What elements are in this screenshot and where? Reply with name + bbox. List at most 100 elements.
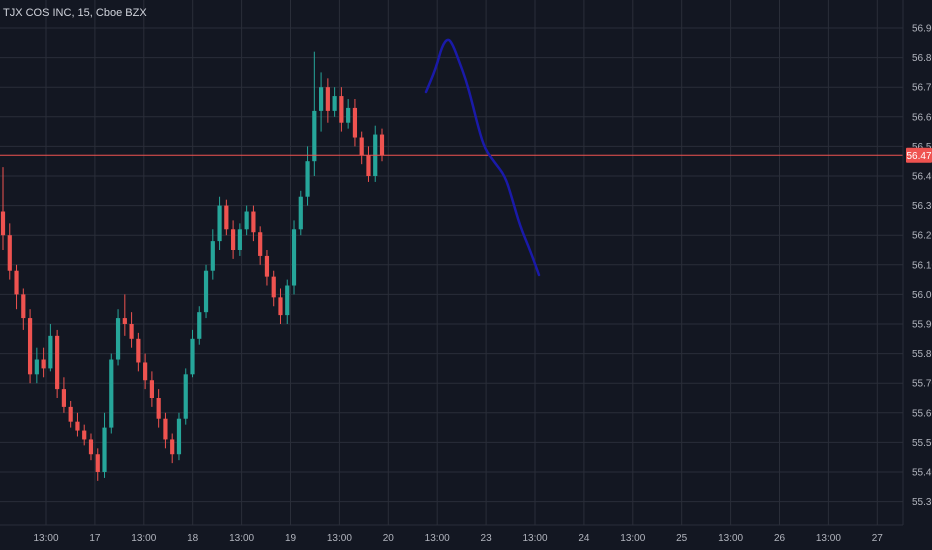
candle-body	[7, 235, 12, 271]
price-axis[interactable]: 56.90 56.80 56.70 56.60 56.50 56.40 56.30 56.20…	[912, 24, 932, 509]
last-price-tag: 56.47	[906, 147, 932, 163]
candle-body	[359, 137, 364, 156]
candle-body	[366, 155, 371, 176]
y-tick-label: 56.30	[912, 201, 932, 212]
candle-body	[332, 96, 337, 111]
candle-body	[68, 406, 73, 422]
time-axis[interactable]: 13:00 17 13:00 18 13:00 19 13:00 20 13:00 23 13:00…	[33, 533, 883, 544]
candle-body	[163, 418, 168, 440]
candle-body	[170, 439, 175, 455]
candle-body	[14, 270, 19, 295]
candle-body	[352, 107, 358, 138]
candle-body	[285, 285, 290, 316]
grid	[0, 0, 903, 525]
x-tick-label: 13:00	[620, 533, 645, 544]
x-tick-label: 13:00	[425, 533, 450, 544]
candle-body	[318, 87, 324, 111]
candle-body	[339, 96, 344, 123]
candle-body	[291, 229, 297, 286]
candle-body	[21, 294, 26, 319]
x-tick-label: 17	[89, 533, 101, 544]
x-tick-label: 18	[187, 533, 199, 544]
candle-body	[109, 359, 114, 428]
y-tick-label: 56.00	[912, 290, 932, 301]
candle-body	[183, 374, 188, 419]
y-tick-label: 55.50	[912, 438, 932, 449]
x-tick-label: 13:00	[327, 533, 352, 544]
candle-body	[190, 338, 195, 375]
candle-body	[129, 324, 134, 339]
y-tick-label: 56.90	[912, 24, 932, 35]
y-tick-label: 55.70	[912, 379, 932, 390]
candle-body	[41, 359, 46, 369]
candle-body	[251, 211, 256, 233]
candle-body	[346, 107, 351, 123]
x-tick-label: 26	[774, 533, 786, 544]
x-tick-label: 25	[676, 533, 688, 544]
y-tick-label: 56.20	[912, 231, 932, 242]
candle-body	[278, 297, 283, 316]
symbol-title: TJX COS INC, 15, Cboe BZX	[3, 7, 147, 19]
y-tick-label: 56.60	[912, 112, 932, 123]
x-tick-label: 13:00	[816, 533, 841, 544]
x-tick-label: 13:00	[718, 533, 743, 544]
candle-body	[48, 335, 53, 369]
y-tick-label: 56.40	[912, 172, 932, 183]
x-tick-label: 19	[285, 533, 297, 544]
y-tick-label: 56.50	[912, 142, 932, 153]
last-price-label: 56.47	[906, 151, 931, 162]
candle-body	[325, 87, 330, 111]
candle-body	[217, 205, 222, 242]
candle-body	[115, 318, 121, 360]
drawn-trend-line[interactable]	[424, 38, 541, 277]
candle-body	[122, 318, 127, 324]
y-tick-label: 56.10	[912, 260, 932, 271]
candle-body	[34, 359, 39, 375]
candle-body	[102, 427, 107, 472]
candle-body	[55, 335, 60, 390]
y-tick-label: 55.30	[912, 497, 932, 508]
candle-body	[0, 211, 6, 236]
x-tick-label: 23	[481, 533, 493, 544]
y-tick-label: 56.80	[912, 53, 932, 64]
x-tick-label: 27	[872, 533, 884, 544]
candle-body	[75, 421, 80, 431]
candle-body	[143, 362, 148, 381]
candle-body	[88, 439, 94, 455]
candle-body	[156, 398, 161, 419]
x-tick-label: 13:00	[229, 533, 254, 544]
candle-body	[244, 211, 249, 230]
candle-body	[197, 312, 202, 339]
candle-body	[210, 241, 215, 271]
candle-body	[27, 318, 33, 375]
x-tick-label: 13:00	[131, 533, 156, 544]
candle-body	[231, 229, 236, 250]
y-tick-label: 55.90	[912, 320, 932, 331]
candle-body	[271, 276, 276, 298]
candle-body	[237, 229, 242, 250]
x-tick-label: 13:00	[33, 533, 58, 544]
candle-body	[95, 454, 100, 472]
candle-body	[379, 134, 385, 156]
candle-body	[203, 270, 209, 313]
x-tick-label: 24	[578, 533, 590, 544]
y-tick-label: 55.40	[912, 468, 932, 479]
y-tick-label: 55.80	[912, 349, 932, 360]
y-tick-label: 55.60	[912, 408, 932, 419]
candle-body	[136, 338, 141, 363]
y-tick-label: 56.70	[912, 83, 932, 94]
candle-body	[176, 418, 182, 455]
candle-body	[149, 380, 154, 398]
candle-body	[82, 430, 87, 440]
candle-body	[224, 205, 229, 230]
candle-body	[264, 255, 270, 277]
candle-body	[312, 110, 317, 162]
candle-body	[298, 196, 303, 230]
x-tick-label: 20	[383, 533, 395, 544]
x-tick-label: 13:00	[522, 533, 547, 544]
candle-body	[305, 161, 310, 197]
candle-body	[61, 389, 67, 407]
